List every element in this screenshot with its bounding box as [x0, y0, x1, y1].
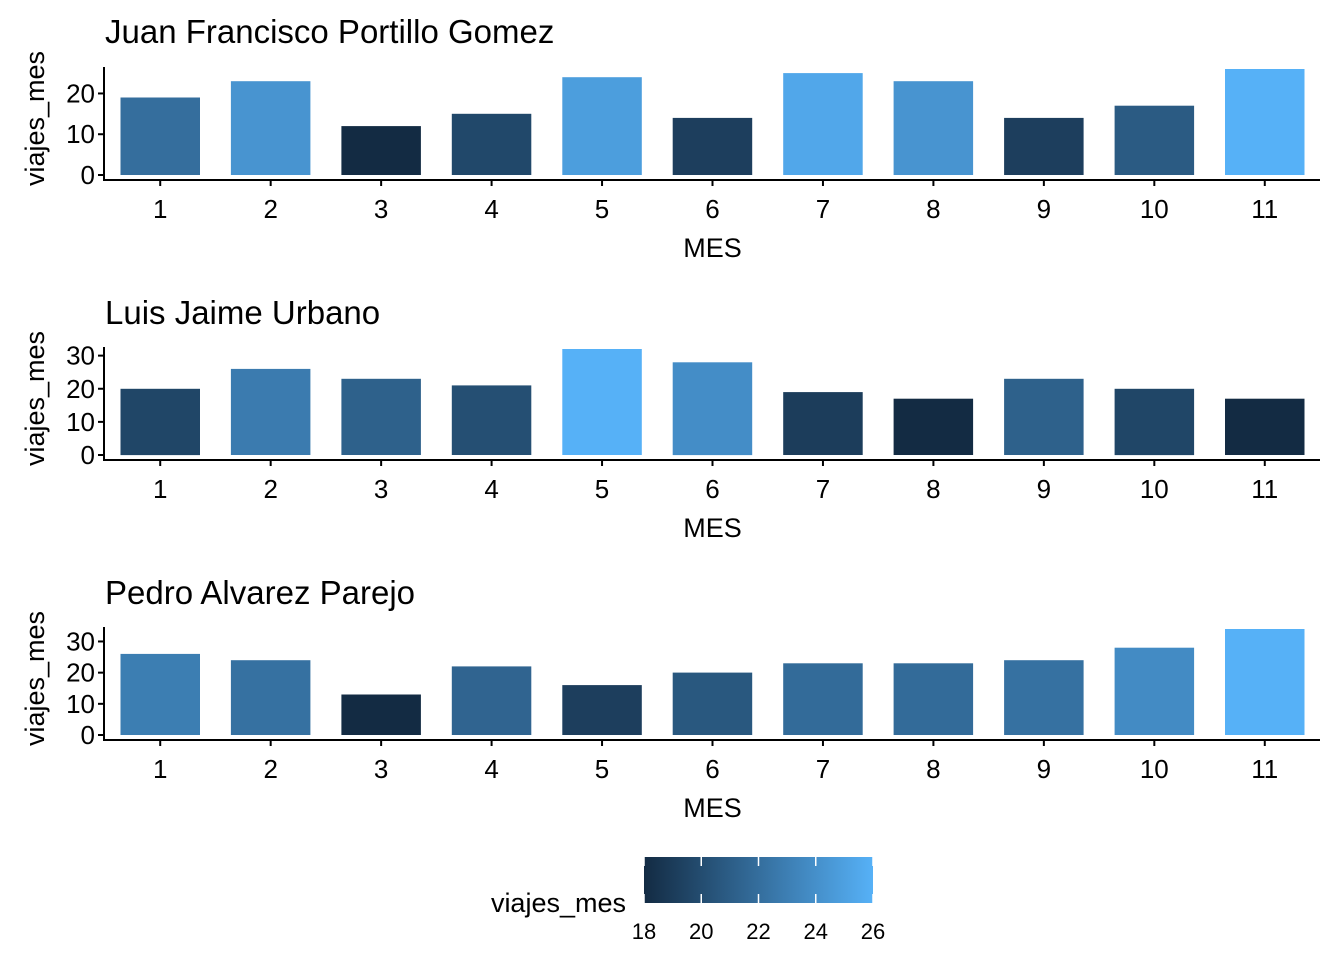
colorbar-legend: viajes_mes 18 20 22 24 26 [491, 857, 885, 944]
x-tick-label: 1 [153, 194, 167, 224]
bar-month-7 [783, 663, 863, 735]
bar-month-4 [451, 666, 532, 735]
x-tick-label: 7 [816, 474, 830, 504]
y-tick-label: 10 [66, 119, 95, 149]
legend-title: viajes_mes [491, 888, 626, 918]
x-tick-label: 4 [484, 474, 498, 504]
x-tick-label: 9 [1037, 754, 1051, 784]
x-axis-label: MES [683, 513, 742, 543]
x-tick-label: 5 [595, 474, 609, 504]
bar-month-1 [120, 388, 200, 456]
panel-1: Juan Francisco Portillo Gomez 0 10 20 1 2 3 4 5 6… [20, 13, 1320, 263]
bar-month-4 [451, 385, 532, 455]
bar-month-9 [1004, 117, 1084, 175]
x-tick-label: 2 [263, 474, 277, 504]
y-tick-label: 0 [81, 160, 95, 190]
bar-month-5 [562, 77, 642, 175]
x-axis-label: MES [683, 793, 742, 823]
bar-month-6 [672, 362, 753, 456]
bar-month-2 [230, 81, 311, 175]
panel-title: Luis Jaime Urbano [105, 294, 380, 331]
x-tick-label: 7 [816, 754, 830, 784]
bar-month-11 [1225, 629, 1305, 735]
bar-month-7 [783, 73, 863, 175]
y-tick-label: 20 [66, 374, 95, 404]
bar-month-8 [893, 398, 974, 455]
bar-month-5 [562, 349, 642, 455]
bar-month-6 [672, 672, 753, 735]
bar-month-9 [1004, 378, 1084, 455]
bar-month-6 [672, 117, 753, 175]
bar-month-9 [1004, 660, 1084, 735]
bar-month-4 [451, 113, 532, 175]
bar-month-10 [1114, 388, 1195, 456]
x-tick-label: 8 [926, 754, 940, 784]
x-tick-label: 8 [926, 474, 940, 504]
legend-tick-label: 22 [746, 919, 770, 944]
bar-month-5 [562, 685, 642, 735]
bar-month-10 [1114, 647, 1195, 735]
x-tick-label: 5 [595, 194, 609, 224]
bar-month-3 [341, 378, 421, 455]
legend-tick-label: 24 [804, 919, 828, 944]
x-tick-label: 6 [705, 474, 719, 504]
x-tick-label: 6 [705, 194, 719, 224]
x-tick-label: 2 [263, 754, 277, 784]
y-tick-label: 30 [66, 626, 95, 656]
bar-month-11 [1225, 69, 1305, 175]
x-tick-label: 8 [926, 194, 940, 224]
bar-month-1 [120, 97, 200, 175]
legend-tick-label: 18 [632, 919, 656, 944]
x-tick-label: 1 [153, 474, 167, 504]
legend-tick-label: 26 [861, 919, 885, 944]
bar-month-11 [1225, 398, 1305, 455]
x-tick-label: 2 [263, 194, 277, 224]
bar-month-10 [1114, 105, 1195, 175]
y-axis-label: viajes_mes [20, 51, 50, 186]
x-tick-label: 11 [1251, 194, 1278, 224]
x-tick-label: 4 [484, 754, 498, 784]
y-tick-label: 0 [81, 720, 95, 750]
x-tick-label: 7 [816, 194, 830, 224]
y-axis-label: viajes_mes [20, 611, 50, 746]
x-tick-label: 5 [595, 754, 609, 784]
x-tick-label: 10 [1140, 754, 1169, 784]
bar-month-2 [230, 660, 311, 735]
panel-title: Juan Francisco Portillo Gomez [105, 13, 554, 50]
x-tick-label: 3 [374, 754, 388, 784]
y-tick-label: 10 [66, 407, 95, 437]
bar-month-8 [893, 663, 974, 735]
x-tick-label: 6 [705, 754, 719, 784]
x-tick-label: 11 [1251, 754, 1278, 784]
x-tick-label: 9 [1037, 474, 1051, 504]
x-tick-label: 10 [1140, 194, 1169, 224]
x-tick-label: 4 [484, 194, 498, 224]
bar-month-8 [893, 81, 974, 175]
bar-month-1 [120, 653, 200, 735]
x-tick-label: 3 [374, 194, 388, 224]
bar-month-2 [230, 368, 311, 455]
y-tick-label: 20 [66, 78, 95, 108]
x-tick-label: 9 [1037, 194, 1051, 224]
y-tick-label: 30 [66, 341, 95, 371]
x-tick-label: 11 [1251, 474, 1278, 504]
x-tick-label: 1 [153, 754, 167, 784]
bar-month-3 [341, 126, 421, 175]
x-axis-label: MES [683, 233, 742, 263]
y-axis-label: viajes_mes [20, 331, 50, 466]
y-tick-label: 20 [66, 658, 95, 688]
y-tick-label: 10 [66, 689, 95, 719]
y-tick-label: 0 [81, 440, 95, 470]
legend-ticks: 18 20 22 24 26 [632, 857, 885, 944]
x-tick-label: 10 [1140, 474, 1169, 504]
x-tick-label: 3 [374, 474, 388, 504]
bar-month-3 [341, 694, 421, 735]
bar-month-7 [783, 392, 863, 455]
panel-title: Pedro Alvarez Parejo [105, 574, 415, 611]
legend-tick-label: 20 [689, 919, 713, 944]
